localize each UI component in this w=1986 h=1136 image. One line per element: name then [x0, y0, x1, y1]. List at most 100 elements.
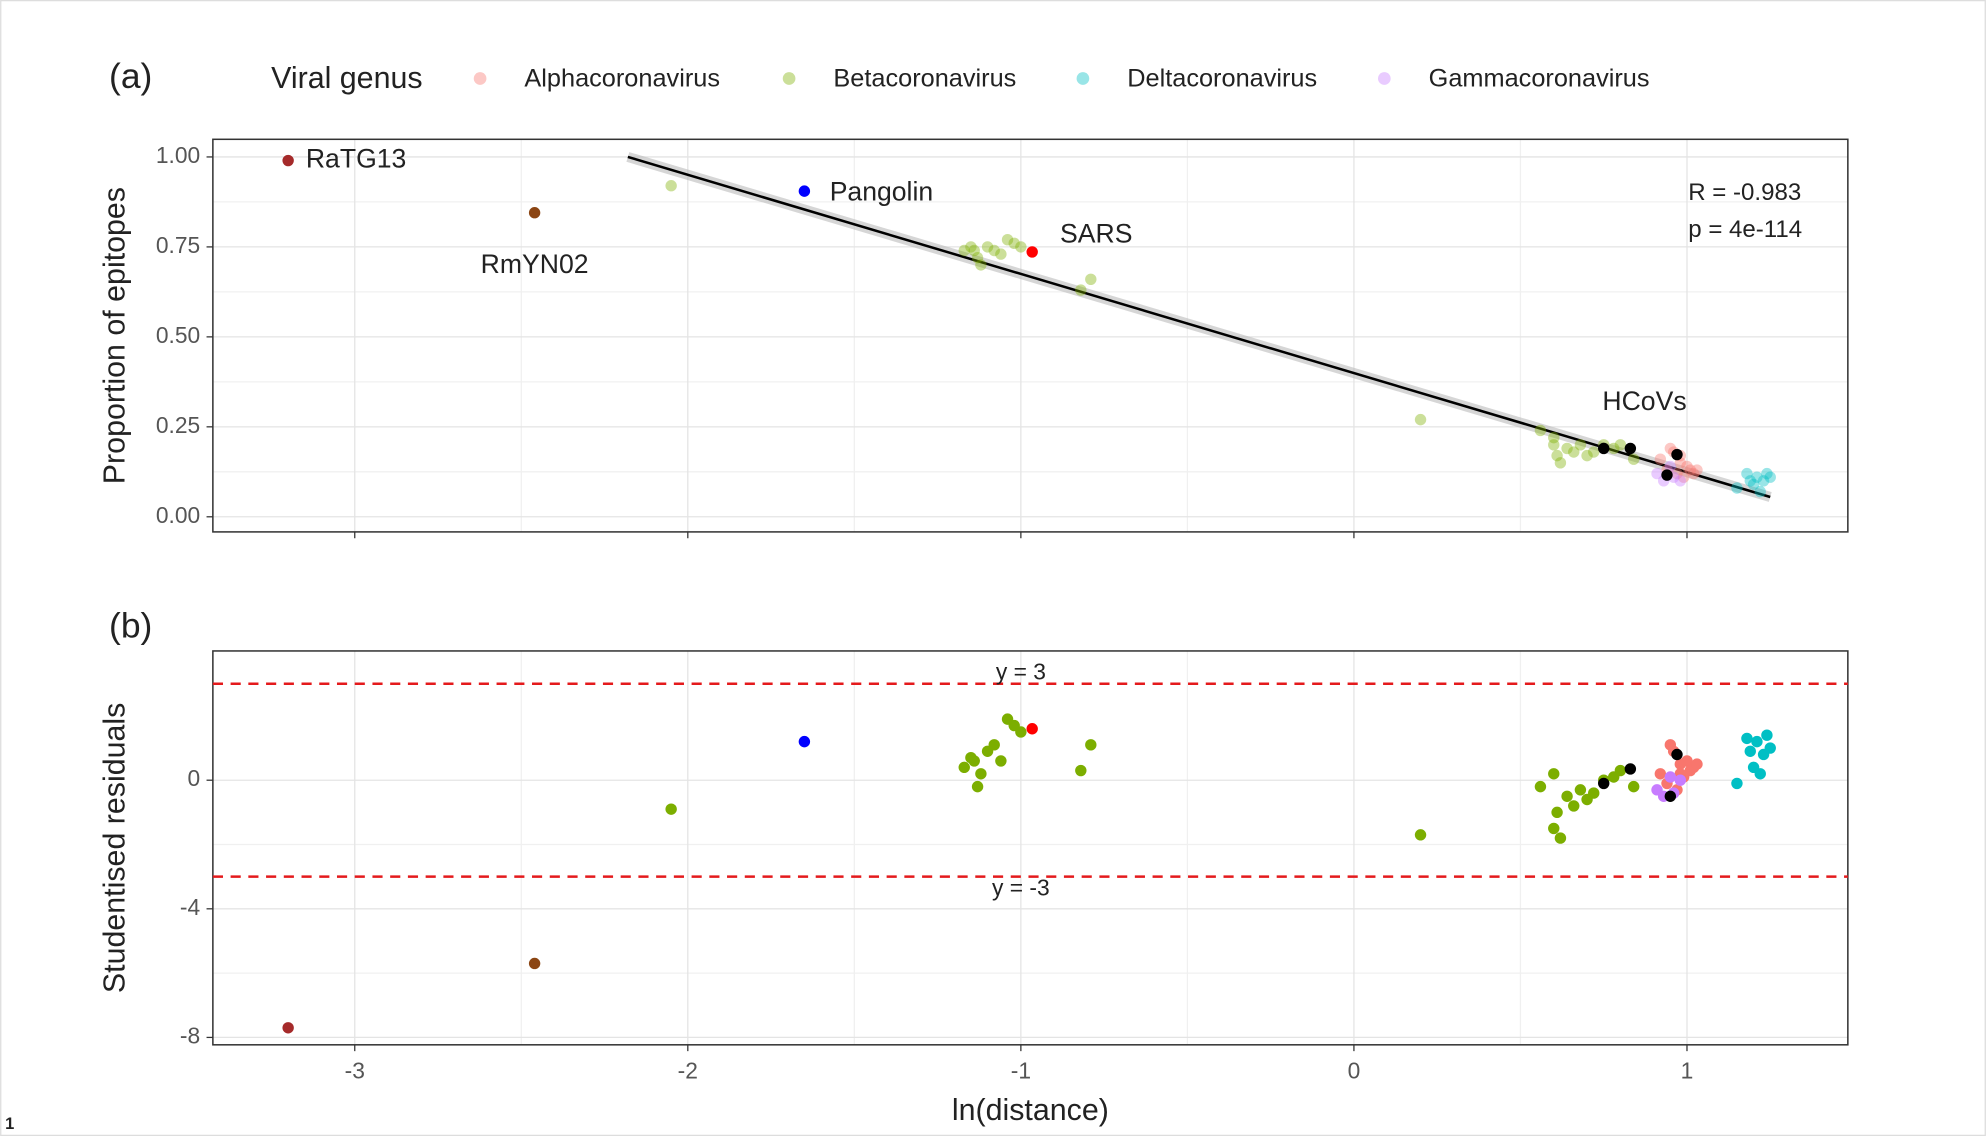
point	[1764, 742, 1776, 754]
point	[965, 241, 977, 253]
point	[1761, 467, 1773, 480]
point	[1588, 787, 1600, 799]
point	[1691, 758, 1703, 770]
point	[1015, 241, 1027, 253]
point	[1548, 431, 1560, 444]
point	[1568, 446, 1580, 458]
point	[1687, 467, 1700, 480]
highlight-point	[1598, 442, 1610, 455]
highlight-point	[798, 185, 811, 197]
point	[1085, 273, 1097, 285]
point-label: Pangolin	[830, 177, 933, 207]
point	[1627, 453, 1640, 465]
point	[1741, 732, 1753, 745]
point	[1751, 471, 1763, 483]
point	[968, 244, 980, 257]
point	[1754, 485, 1766, 498]
point	[1561, 442, 1573, 455]
highlight-point	[282, 1022, 294, 1034]
legend-swatch	[1076, 72, 1090, 85]
point	[1574, 784, 1587, 796]
y-tick-label: 0.50	[156, 322, 200, 348]
reference-label: y = 3	[996, 659, 1046, 685]
point	[958, 761, 970, 774]
point	[1008, 237, 1020, 250]
point	[1548, 439, 1560, 451]
highlight-point	[528, 207, 541, 219]
point	[1551, 806, 1563, 819]
y-tick-label: 0.75	[156, 232, 200, 258]
point	[1754, 768, 1766, 780]
highlight-point	[1026, 723, 1038, 735]
x-tick-label: -3	[345, 1058, 365, 1084]
point	[995, 248, 1007, 260]
y-tick-label: 0.00	[156, 502, 200, 528]
x-tick-label: 0	[1348, 1058, 1361, 1084]
legend-label: Betacoronavirus	[833, 64, 1016, 92]
point	[1614, 439, 1627, 451]
point	[1744, 745, 1756, 757]
highlight-point	[1661, 469, 1673, 481]
point	[1534, 424, 1547, 437]
point	[1664, 460, 1677, 473]
point	[1684, 464, 1697, 476]
point	[1744, 475, 1756, 487]
point	[1761, 729, 1773, 741]
point	[1747, 478, 1760, 491]
highlight-point	[1671, 748, 1683, 761]
point	[1691, 464, 1703, 476]
legend-label: Alphacoronavirus	[524, 64, 720, 92]
reference-label: y = -3	[992, 874, 1050, 900]
point	[1574, 439, 1587, 451]
point	[1651, 467, 1663, 480]
point	[1001, 234, 1014, 246]
point	[1075, 284, 1087, 296]
x-axis-title: ln(distance)	[952, 1093, 1109, 1127]
point	[1664, 739, 1677, 751]
point	[1414, 829, 1427, 841]
point	[1741, 467, 1753, 480]
fit-line	[627, 155, 1771, 499]
point	[665, 803, 677, 815]
highlight-point	[1671, 448, 1683, 461]
highlight-point	[1026, 246, 1038, 258]
point	[1561, 790, 1573, 802]
panel-border	[212, 650, 1849, 1046]
panel-border	[212, 138, 1849, 533]
point	[1581, 449, 1593, 462]
point	[988, 739, 1000, 751]
footnote: 1	[5, 1115, 14, 1133]
point	[1414, 413, 1427, 426]
legend-swatch	[1377, 72, 1391, 85]
panel-tag: (b)	[109, 606, 152, 646]
x-tick-label: -2	[678, 1058, 698, 1084]
point	[1751, 735, 1763, 748]
point	[1764, 471, 1776, 483]
y-tick-label: -8	[180, 1022, 200, 1048]
y-tick-label: 0	[188, 765, 201, 791]
point	[1551, 449, 1563, 462]
point	[1085, 739, 1097, 751]
point	[1534, 780, 1547, 793]
point	[1554, 832, 1567, 844]
point	[1654, 768, 1667, 780]
point	[975, 259, 987, 271]
legend-label: Gammacoronavirus	[1429, 64, 1650, 92]
point	[1671, 467, 1683, 480]
highlight-point	[528, 957, 541, 970]
highlight-point	[798, 735, 811, 748]
stat-label: p = 4e-114	[1688, 216, 1802, 243]
point	[1731, 482, 1743, 494]
point	[1548, 822, 1560, 835]
point	[1554, 457, 1567, 469]
highlight-point	[1624, 763, 1637, 775]
point	[1588, 446, 1600, 458]
point	[1677, 471, 1690, 483]
point	[995, 755, 1007, 767]
point	[1548, 768, 1560, 780]
highlight-point	[282, 154, 294, 167]
point	[1731, 777, 1743, 790]
point	[1627, 780, 1640, 793]
x-tick-label: -1	[1011, 1058, 1031, 1084]
point	[1608, 442, 1620, 455]
